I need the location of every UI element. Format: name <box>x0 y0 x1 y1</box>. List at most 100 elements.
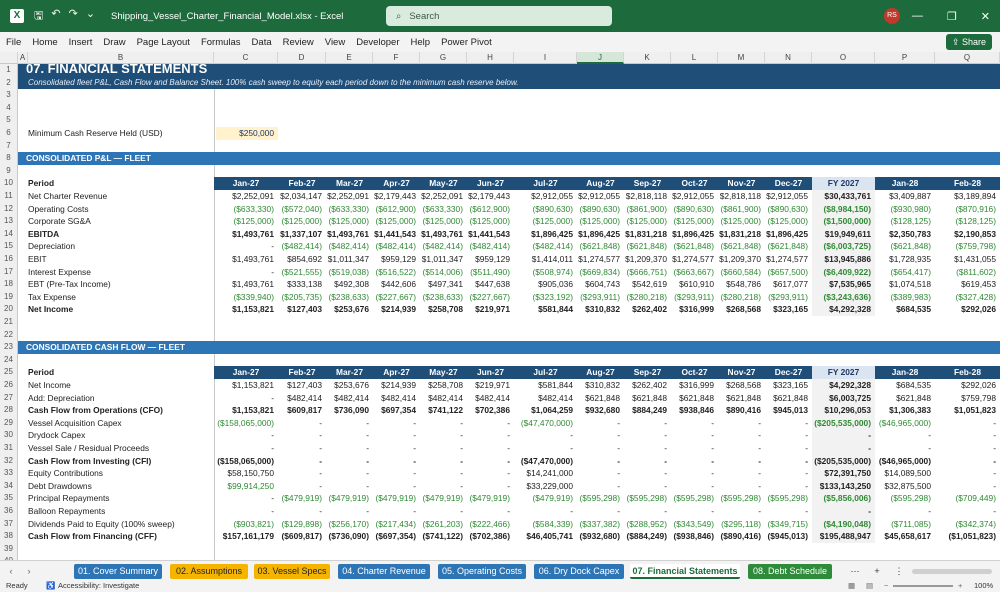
value-cell[interactable]: ($205,735) <box>281 291 322 302</box>
value-cell[interactable]: ($741,122) <box>422 531 463 542</box>
value-cell[interactable]: ($884,249) <box>626 531 667 542</box>
worksheet-grid[interactable]: 345792122243940107. FINANCIAL STATEMENTS… <box>0 64 1000 560</box>
value-cell[interactable]: ($890,630) <box>532 203 573 214</box>
row-number[interactable]: 3 <box>0 89 18 102</box>
value-cell[interactable]: ($125,000) <box>281 216 322 227</box>
value-cell[interactable]: $1,051,823 <box>954 405 996 416</box>
value-cell[interactable]: $854,692 <box>287 254 322 264</box>
value-cell[interactable]: - <box>413 468 416 479</box>
period-header[interactable]: FY 2027 <box>812 366 875 379</box>
row-number[interactable]: 19 <box>0 290 18 304</box>
sheet-tab-7[interactable]: 07. Financial Statements <box>630 564 740 579</box>
value-cell[interactable]: - <box>617 417 620 428</box>
value-cell[interactable]: $262,402 <box>632 304 667 315</box>
value-cell[interactable]: - <box>993 455 996 466</box>
value-cell[interactable]: $442,606 <box>381 279 416 290</box>
value-cell[interactable]: - <box>617 468 620 479</box>
column-header-c[interactable]: C <box>214 52 278 64</box>
row-number[interactable]: 11 <box>0 190 18 203</box>
row-number[interactable]: 4 <box>0 101 18 115</box>
value-cell[interactable]: $32,875,500 <box>884 480 931 491</box>
value-cell[interactable]: $884,249 <box>632 405 667 416</box>
value-cell[interactable]: ($389,983) <box>890 291 931 302</box>
value-cell[interactable]: $482,414 <box>475 392 510 403</box>
value-cell[interactable]: - <box>993 417 996 428</box>
value-cell[interactable]: ($238,633) <box>328 291 369 302</box>
row-number[interactable]: 18 <box>0 278 18 291</box>
value-cell[interactable]: $2,818,118 <box>719 191 761 201</box>
value-cell[interactable]: - <box>271 266 274 277</box>
value-cell[interactable]: ($280,218) <box>720 291 761 302</box>
period-header[interactable]: Nov-27 <box>718 177 765 190</box>
menu-item-developer[interactable]: Developer <box>356 36 400 48</box>
value-cell[interactable]: $19,949,611 <box>812 227 875 241</box>
value-cell[interactable]: ($697,354) <box>375 531 416 542</box>
value-cell[interactable]: ($343,549) <box>673 518 714 529</box>
menu-item-insert[interactable]: Insert <box>68 36 93 48</box>
period-header[interactable]: Jan-28 <box>875 177 935 190</box>
period-header[interactable]: Feb-28 <box>935 177 1000 190</box>
menu-item-review[interactable]: Review <box>282 36 314 48</box>
zoom-level[interactable]: 100% <box>974 581 994 590</box>
column-header-j[interactable]: J <box>577 52 624 64</box>
value-cell[interactable]: ($663,667) <box>673 266 714 277</box>
menu-item-help[interactable]: Help <box>410 36 431 48</box>
value-cell[interactable]: ($511,490) <box>470 266 510 277</box>
value-cell[interactable]: ($6,409,922) <box>812 265 875 279</box>
row-number[interactable]: 1 <box>0 64 18 78</box>
column-header-d[interactable]: D <box>278 52 326 64</box>
value-cell[interactable]: ($158,065,000) <box>217 455 274 466</box>
close-icon[interactable]: ✕ <box>980 10 990 23</box>
value-cell[interactable]: ($128,125) <box>890 216 931 227</box>
row-number[interactable]: 23 <box>0 341 18 354</box>
value-cell[interactable]: - <box>460 443 463 453</box>
value-cell[interactable]: $2,179,443 <box>468 191 510 201</box>
value-cell[interactable]: ($479,919) <box>532 493 573 504</box>
value-cell[interactable]: - <box>711 468 714 479</box>
value-cell[interactable]: ($595,298) <box>579 493 620 504</box>
period-header[interactable]: Jan-27 <box>214 366 278 379</box>
horizontal-scrollbar[interactable] <box>912 569 992 574</box>
menu-item-data[interactable]: Data <box>251 36 272 48</box>
select-all-corner[interactable] <box>0 52 18 64</box>
redo-icon[interactable]: ↷ <box>68 7 78 20</box>
value-cell[interactable]: ($280,218) <box>626 291 667 302</box>
value-cell[interactable]: $581,844 <box>538 304 573 315</box>
value-cell[interactable]: - <box>413 480 416 491</box>
row-number[interactable]: 16 <box>0 253 18 266</box>
value-cell[interactable]: $258,708 <box>428 380 463 390</box>
value-cell[interactable]: $482,414 <box>538 392 573 403</box>
value-cell[interactable]: - <box>366 455 369 466</box>
value-cell[interactable]: $1,493,761 <box>232 228 274 239</box>
value-cell[interactable]: - <box>993 468 996 479</box>
value-cell[interactable]: ($938,846) <box>673 531 714 542</box>
value-cell[interactable]: $610,910 <box>679 279 714 290</box>
period-header[interactable]: Aug-27 <box>577 366 624 379</box>
value-cell[interactable]: ($657,500) <box>767 266 808 277</box>
value-cell[interactable]: ($5,856,006) <box>812 492 875 505</box>
value-cell[interactable]: ($482,414) <box>281 241 322 252</box>
value-cell[interactable]: $2,034,147 <box>280 191 322 201</box>
value-cell[interactable]: $621,848 <box>679 392 714 403</box>
value-cell[interactable]: - <box>413 455 416 466</box>
value-cell[interactable]: ($261,203) <box>422 518 463 529</box>
value-cell[interactable]: $697,354 <box>381 405 416 416</box>
period-header[interactable]: May-27 <box>420 177 467 190</box>
value-cell[interactable]: ($479,919) <box>328 493 369 504</box>
value-cell[interactable]: - <box>271 430 274 441</box>
column-header-i[interactable]: I <box>514 52 577 64</box>
value-cell[interactable]: ($903,821) <box>233 518 274 529</box>
value-cell[interactable]: ($125,000) <box>626 216 667 227</box>
value-cell[interactable]: ($932,680) <box>579 531 620 542</box>
value-cell[interactable]: ($349,715) <box>767 518 808 529</box>
value-cell[interactable]: ($125,000) <box>422 216 463 227</box>
value-cell[interactable]: ($227,667) <box>375 291 416 302</box>
value-cell[interactable]: $258,708 <box>428 304 463 315</box>
value-cell[interactable]: ($759,798) <box>955 241 996 252</box>
value-cell[interactable]: ($482,414) <box>328 241 369 252</box>
value-cell[interactable]: $684,535 <box>896 380 931 390</box>
period-header[interactable]: Dec-27 <box>765 177 812 190</box>
value-cell[interactable]: $6,003,725 <box>812 391 875 405</box>
value-cell[interactable]: - <box>758 468 761 479</box>
value-cell[interactable]: $2,190,853 <box>954 228 996 239</box>
